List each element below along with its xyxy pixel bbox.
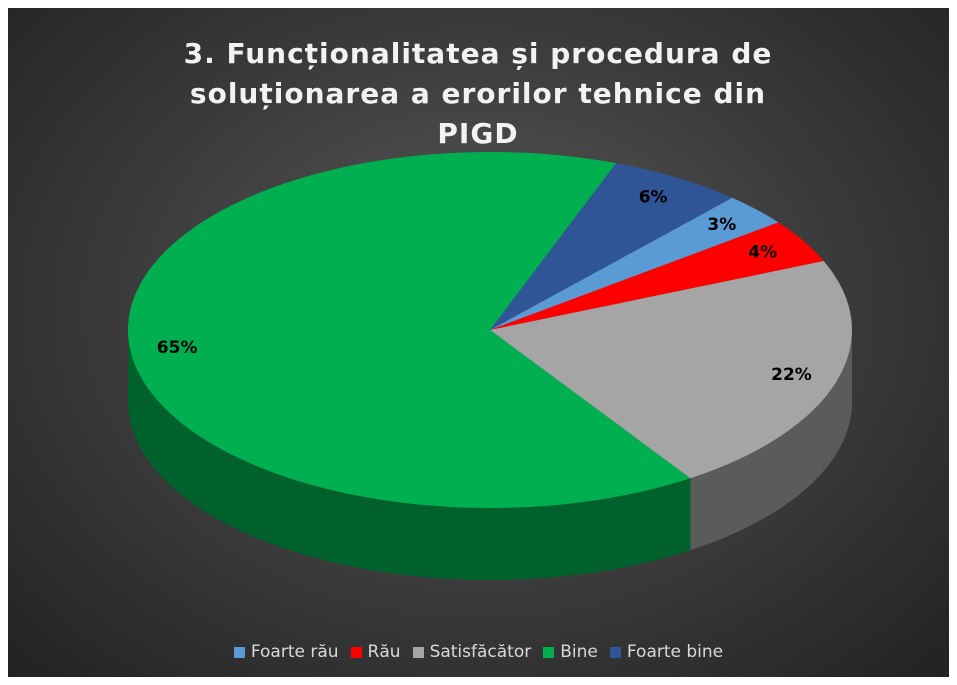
legend-swatch <box>543 646 555 658</box>
data-label: 65% <box>157 338 198 358</box>
chart-title: 3. Funcționalitatea și procedura de solu… <box>183 37 773 150</box>
legend-swatch <box>412 646 424 658</box>
legend-label: Foarte bine <box>626 642 724 662</box>
data-label: 4% <box>748 243 777 263</box>
pie-area: 3% 4% 22% 65% 6% <box>128 152 852 580</box>
legend-item: Foarte rău <box>233 642 339 662</box>
data-label: 22% <box>771 365 812 385</box>
slice <box>490 163 733 330</box>
legend-item: Rău <box>350 642 401 662</box>
data-label: 3% <box>707 215 736 235</box>
legend-item: Satisfăcător <box>412 642 532 662</box>
legend: Foarte rău Rău Satisfăcător Bine Foarte bine <box>8 642 949 662</box>
legend-swatch <box>233 646 245 658</box>
legend-label: Rău <box>367 642 401 662</box>
slice-side <box>690 330 852 551</box>
data-label: 6% <box>639 188 668 208</box>
slice <box>490 261 852 479</box>
chart: 3. Funcționalitatea și procedura de solu… <box>8 8 949 677</box>
legend-label: Satisfăcător <box>429 642 532 662</box>
slice <box>490 197 779 330</box>
legend-swatch <box>609 646 621 658</box>
legend-item: Bine <box>543 642 598 662</box>
slice <box>128 152 691 508</box>
legend-swatch <box>350 646 362 658</box>
legend-item: Foarte bine <box>609 642 724 662</box>
slice-side <box>128 330 691 580</box>
legend-label: Bine <box>560 642 598 662</box>
legend-label: Foarte rău <box>250 642 339 662</box>
slice <box>490 222 824 330</box>
